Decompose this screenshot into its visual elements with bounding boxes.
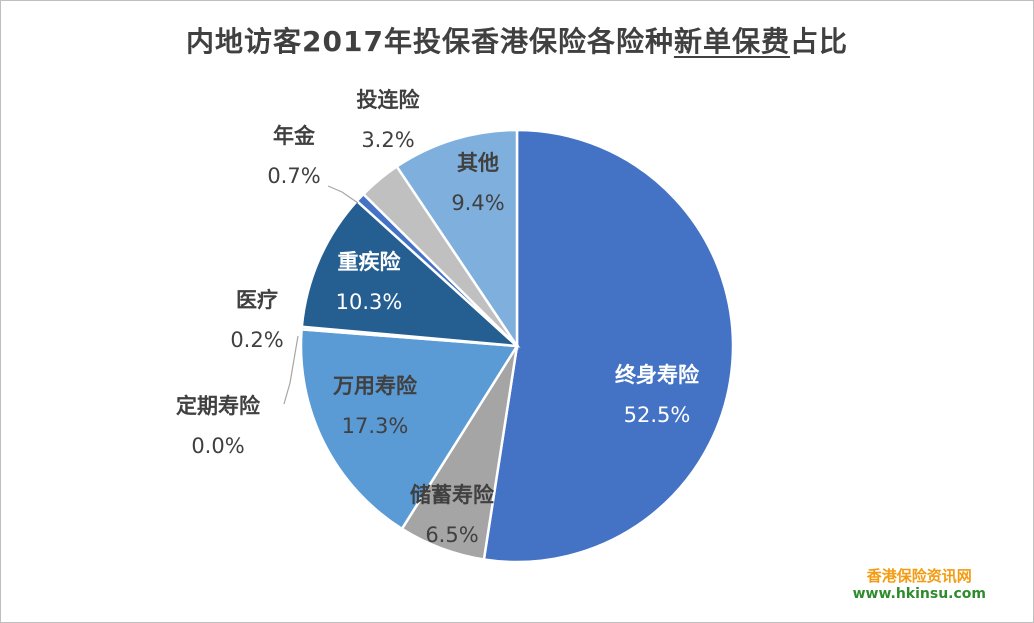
pie-slice xyxy=(299,328,520,531)
chart-title-part2: 新单保费 xyxy=(673,25,790,58)
pie-slice xyxy=(482,128,735,564)
chart-title-part1: 内地访客2017年投保香港保险各险种 xyxy=(186,25,674,58)
watermark-url: www.hkinsu.com xyxy=(852,586,986,602)
leader-line xyxy=(327,185,359,204)
slice-label: 万用寿险 xyxy=(332,374,418,398)
slice-value-label: 0.0% xyxy=(191,434,244,458)
slice-value-label: 6.5% xyxy=(425,523,478,547)
chart-title-part3: 占比 xyxy=(789,25,848,58)
watermark: 香港保险资讯网 www.hkinsu.com xyxy=(853,567,986,603)
slice-label: 投连险 xyxy=(357,88,421,112)
slice-label: 医疗 xyxy=(236,288,278,312)
pie-slice xyxy=(300,199,521,348)
slice-value-label: 0.7% xyxy=(267,164,320,188)
chart-title: 内地访客2017年投保香港保险各险种新单保费占比 xyxy=(0,20,1034,60)
slice-label: 储蓄寿险 xyxy=(410,483,495,507)
leader-line xyxy=(283,335,299,405)
pie-slice xyxy=(395,128,519,351)
slice-label: 定期寿险 xyxy=(176,394,261,418)
slice-label: 年金 xyxy=(273,124,316,148)
slice-label: 终身寿险 xyxy=(615,363,700,387)
slice-label: 重疾险 xyxy=(338,250,402,274)
slice-value-label: 9.4% xyxy=(451,191,504,215)
watermark-site-name: 香港保险资讯网 xyxy=(866,567,972,585)
slice-value-label: 10.3% xyxy=(336,290,403,314)
slice-value-label: 17.3% xyxy=(342,414,409,438)
slice-value-label: 0.2% xyxy=(230,328,283,352)
slice-value-label: 3.2% xyxy=(361,128,414,152)
slice-label: 其他 xyxy=(457,151,499,175)
slice-value-label: 52.5% xyxy=(624,403,691,427)
